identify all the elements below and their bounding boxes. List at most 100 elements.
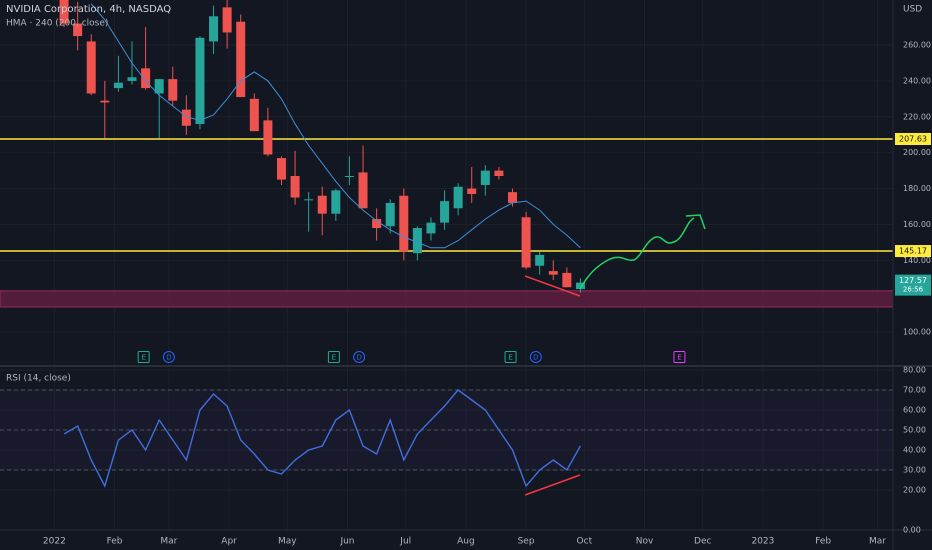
candle-body [263,120,273,155]
event-icon [162,351,175,363]
event-label: E [508,354,512,362]
candle-body [113,82,123,89]
event-label: D [356,354,361,362]
candle-body [73,23,83,37]
candle-body [358,172,368,209]
y-tick-label: 160.00 [903,220,931,229]
candle-body [304,199,314,201]
candle-body [548,271,558,275]
series-line [90,3,581,249]
event-icon [137,351,150,363]
candle-body [100,100,110,103]
countdown: 26:56 [903,286,924,294]
event-label: E [332,354,336,362]
event-icon [529,351,542,363]
candle-body [127,77,137,81]
y-tick-label: 50.00 [903,426,926,435]
x-tick-label: Dec [694,537,711,547]
level-tag [895,245,931,258]
x-tick-label: Nov [636,537,654,547]
y-tick-label: 240.00 [903,76,931,85]
y-tick-label: 200.00 [903,148,931,157]
y-tick-label: 220.00 [903,112,931,121]
symbol-title: NVIDIA Corporation, 4h, NASDAQ [6,4,171,15]
x-tick-label: Mar [160,537,177,547]
candle-body [290,176,300,198]
x-tick-label: 2022 [43,537,66,547]
candle-body [412,228,422,254]
candle-body [331,190,341,214]
candle-body [154,79,164,94]
currency: USD [903,5,922,15]
x-tick-label: Feb [107,537,123,547]
event-icon [673,351,686,363]
candle-body [494,170,504,177]
candle-body [508,192,518,203]
support-zone [0,290,894,308]
candle-body [399,195,409,252]
y-tick-label: 260.00 [903,41,931,50]
y-tick-label: 40.00 [903,446,926,455]
candle-body [535,254,545,266]
y-tick-label: 140.00 [903,256,931,265]
candle-body [467,188,477,194]
candle-body [344,176,354,178]
candle-body [372,219,382,229]
candle-body [575,282,585,290]
candle-body [480,170,490,185]
hma-label: HMA · 240 (200, close) [6,19,108,29]
x-tick-label: Apr [221,537,237,547]
y-tick-label: 70.00 [903,386,926,395]
candle-body [181,109,191,126]
candle-body [440,201,450,223]
y-tick-label: 180.00 [903,184,931,193]
y-tick-label: 80.00 [903,366,926,375]
candle-body [236,21,246,98]
series-line [63,389,582,488]
candle-body [385,202,395,227]
x-tick-label: Aug [457,537,475,547]
event-label: D [533,354,538,362]
candle-body [141,68,151,89]
projection-arrowhead [685,214,706,230]
event-icon [353,351,366,363]
candle-body [222,7,232,33]
x-tick-label: May [278,537,297,547]
x-tick-label: 2023 [751,537,774,547]
x-tick-label: Oct [577,537,593,547]
candle-body [521,217,531,268]
candle-body [86,41,96,94]
y-tick-label: 30.00 [903,466,926,475]
candle-body [209,16,219,42]
divergence-line [524,275,581,297]
projection-arrow [579,217,695,290]
x-tick-label: Jun [339,537,354,547]
candle-body [168,79,178,101]
x-tick-label: Mar [869,537,886,547]
candle-body [195,37,205,124]
candle-body [249,98,259,132]
y-tick-label: 20.00 [903,486,926,495]
candle-body [453,186,463,209]
event-label: E [141,354,145,362]
y-tick-label: 0.00 [903,526,921,535]
level-tag [895,132,931,145]
last-price: 127.57 [899,276,927,285]
event-icon [504,351,517,363]
candle-body [276,158,286,180]
candle-body [426,222,436,234]
last-price-tag [895,274,931,296]
x-tick-label: Sep [518,537,535,547]
x-tick-label: Feb [815,537,831,547]
level-tag-text: 145.17 [899,247,927,256]
candle-body [317,195,327,214]
candle-body [59,0,69,24]
event-icon [327,351,340,363]
rsi-label: RSI (14, close) [6,374,71,384]
event-label: D [166,354,171,362]
x-tick-label: Jul [399,537,411,547]
level-tag-text: 207.63 [899,134,927,143]
